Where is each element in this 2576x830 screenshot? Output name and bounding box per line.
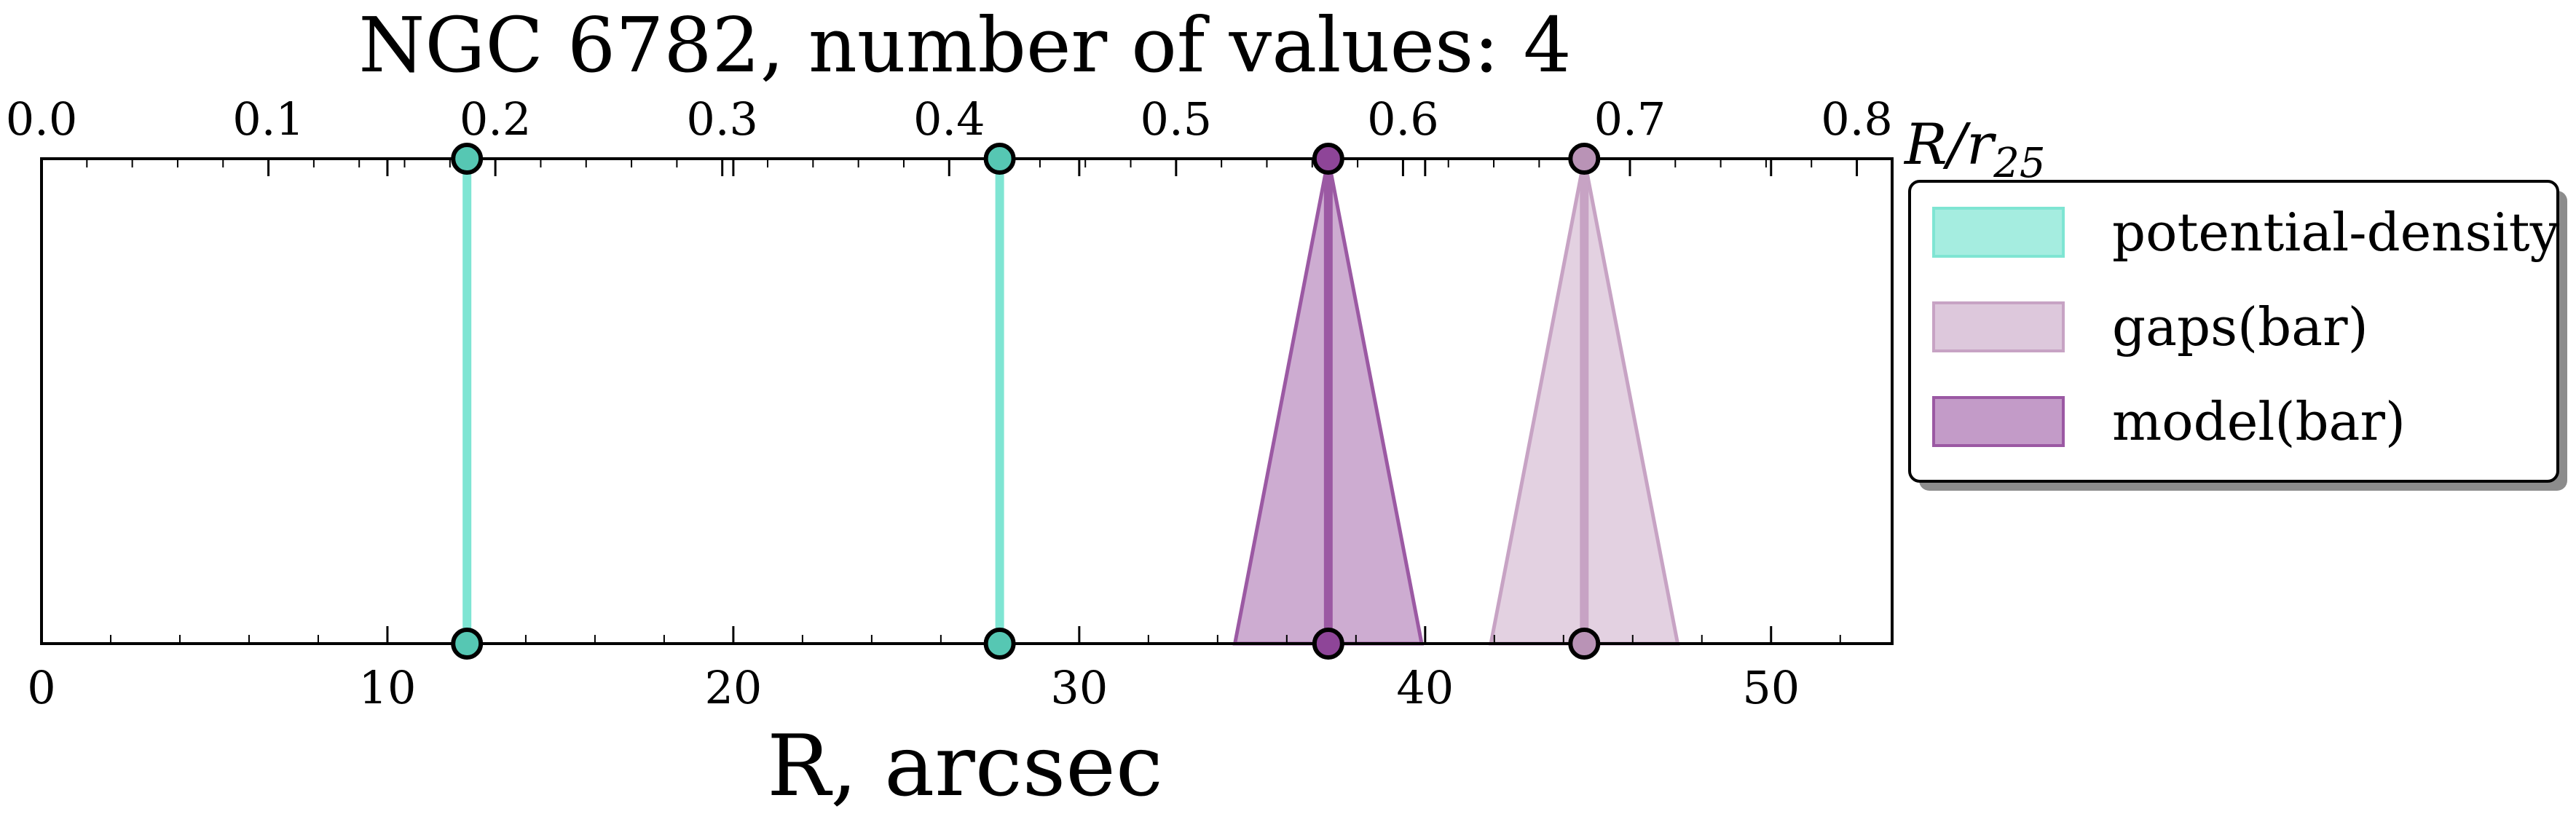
top-axis-label: R/r25 [1903,112,2046,187]
legend-box [1908,180,2559,483]
legend: potential-density gaps(bar) model(bar) [1908,180,2567,491]
bottom-tick-label: 50 [1742,661,1800,714]
legend-label-gaps(bar): gaps(bar) [2112,296,2368,357]
legend-label-model(bar): model(bar) [2112,391,2406,452]
plot-frame [40,157,1894,645]
legend-swatch-gaps(bar) [1932,301,2065,352]
series-0-point-1-marker-bottom [983,628,1016,660]
top-tick-label: 0.8 [1821,92,1893,146]
series-0-point-1-marker-top [983,143,1016,175]
data-markers [451,143,1601,660]
top-axis-label-main: R/r [1903,112,1997,178]
x-axis-label: R, arcsec [767,717,1163,815]
bottom-axis-tick-labels: 0 10 20 30 40 50 [27,661,1800,714]
top-tick-label: 0.2 [460,92,532,146]
top-tick-label: 0.6 [1367,92,1439,146]
top-axis-label-sub: 25 [1993,140,2045,187]
legend-swatch-model(bar) [1932,396,2065,447]
bottom-tick-label: 30 [1050,661,1108,714]
series-0-point-0-marker-top [451,143,484,175]
series-0-point-0-marker-bottom [451,628,484,660]
data-shapes [462,158,1680,646]
top-tick-label: 0.1 [232,92,304,146]
top-tick-label: 0.4 [913,92,985,146]
series-1-point-0-marker-top [1568,143,1601,175]
top-tick-label: 0.5 [1141,92,1213,146]
bottom-tick-label: 20 [704,661,762,714]
series-2-point-0-marker-top [1312,143,1344,175]
top-tick-label: 0.3 [686,92,758,146]
series-2-point-0-marker-bottom [1312,628,1344,660]
bottom-tick-label: 0 [27,661,55,714]
bottom-tick-label: 10 [359,661,417,714]
bottom-tick-label: 40 [1396,661,1454,714]
top-axis-tick-labels: 0.0 0.1 0.2 0.3 0.4 0.5 0.6 0.7 0.8 [6,92,1893,146]
top-tick-label: 0.7 [1594,92,1666,146]
legend-items: potential-density gaps(bar) model(bar) [1932,202,2560,452]
chart-title: NGC 6782, number of values: 4 [358,1,1571,90]
top-tick-label: 0.0 [6,92,78,146]
series-1-point-0-marker-bottom [1568,628,1601,660]
legend-swatch-potential-density [1932,207,2065,258]
legend-label-potential-density: potential-density [2112,202,2560,263]
